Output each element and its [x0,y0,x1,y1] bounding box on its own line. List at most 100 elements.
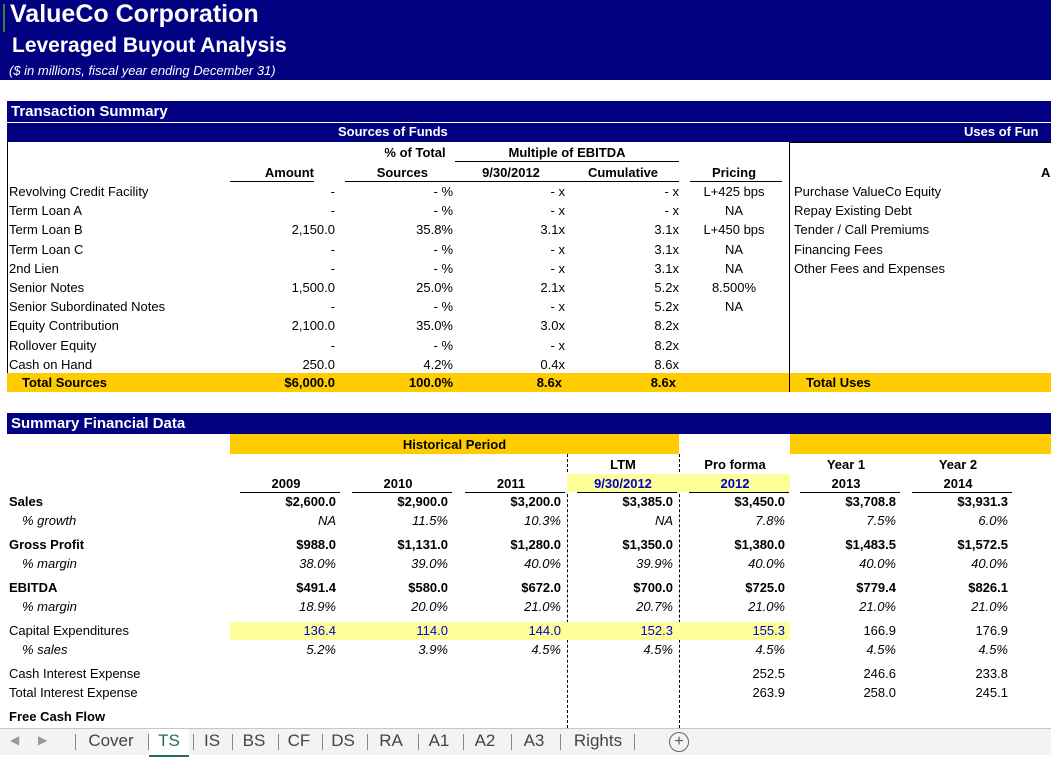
sheet-tab-rights[interactable]: Rights [573,731,623,750]
financial-value-cell[interactable]: NA [317,513,336,528]
financial-value-cell[interactable]: 166.9 [863,623,896,638]
source-amount-cell[interactable]: - [330,184,335,199]
financial-value-cell[interactable]: 4.5% [755,642,785,657]
financial-value-cell[interactable]: 233.8 [975,666,1008,681]
source-amount-cell[interactable]: - [330,299,335,314]
source-mult-cell[interactable]: - x [550,299,565,314]
period-header-year[interactable]: 9/30/2012 [594,476,652,491]
financial-value-cell[interactable]: 6.0% [978,513,1008,528]
financial-value-cell[interactable]: 245.1 [975,685,1008,700]
financial-value-cell[interactable]: $580.0 [408,580,448,595]
financial-value-cell[interactable]: $1,483.5 [845,537,896,552]
source-mult-cell[interactable]: - x [550,203,565,218]
source-cum-cell[interactable]: - x [664,184,679,199]
source-pricing-cell[interactable] [684,336,784,355]
financial-value-cell[interactable]: 263.9 [752,685,785,700]
sheet-tab-ts[interactable]: TS [149,729,189,757]
source-cum-cell[interactable]: 8.6x [654,357,679,372]
sheet-tab-cf[interactable]: CF [287,731,311,750]
financial-value-cell[interactable]: 10.3% [524,513,561,528]
financial-value-cell[interactable]: 39.9% [636,556,673,571]
source-mult-cell[interactable]: 3.1x [540,222,565,237]
source-amount-cell[interactable]: - [330,203,335,218]
financial-value-cell[interactable]: $3,450.0 [734,494,785,509]
source-pct-cell[interactable]: - % [433,184,454,199]
financial-value-cell[interactable]: $826.1 [968,580,1008,595]
source-pct-cell[interactable]: - % [433,338,454,353]
sheet-tab-is[interactable]: IS [203,731,221,750]
financial-value-cell[interactable]: 7.8% [755,513,785,528]
financial-value-cell[interactable]: 20.7% [636,599,673,614]
financial-value-cell[interactable]: 11.5% [412,513,448,528]
financial-value-cell[interactable]: 40.0% [859,556,896,571]
source-cum-cell[interactable]: 3.1x [654,261,679,276]
financial-value-cell[interactable]: 18.9% [299,599,336,614]
sheet-tab-a2[interactable]: A2 [474,731,496,750]
source-amount-cell[interactable]: 2,100.0 [291,318,335,333]
financial-value-cell[interactable]: 40.0% [971,556,1008,571]
financial-value-cell[interactable]: 144.0 [528,623,561,638]
source-pct-cell[interactable]: - % [433,261,454,276]
financial-value-cell[interactable]: 21.0% [859,599,896,614]
sheet-tab-ra[interactable]: RA [379,731,403,750]
financial-value-cell[interactable]: $3,385.0 [622,494,673,509]
financial-value-cell[interactable]: $672.0 [521,580,561,595]
source-cum-cell[interactable]: 5.2x [654,299,679,314]
financial-value-cell[interactable]: $988.0 [296,537,336,552]
financial-value-cell[interactable]: 246.6 [863,666,896,681]
financial-value-cell[interactable]: 155.3 [752,623,785,638]
financial-value-cell[interactable]: 5.2% [306,642,336,657]
source-mult-cell[interactable]: - x [550,184,565,199]
sheet-tab-ds[interactable]: DS [331,731,355,750]
source-pricing-cell[interactable]: L+425 bps [703,184,765,199]
financial-value-cell[interactable]: $1,380.0 [734,537,785,552]
financial-value-cell[interactable]: $1,572.5 [957,537,1008,552]
source-pct-cell[interactable]: - % [433,299,454,314]
source-pct-cell[interactable]: 4.2% [423,357,453,372]
financial-value-cell[interactable]: $779.4 [856,580,896,595]
financial-value-cell[interactable]: 21.0% [748,599,785,614]
sheet-tab-bs[interactable]: BS [242,731,266,750]
source-amount-cell[interactable]: - [330,261,335,276]
source-cum-cell[interactable]: 3.1x [654,222,679,237]
financial-value-cell[interactable]: 38.0% [299,556,336,571]
financial-value-cell[interactable]: 7.5% [866,513,896,528]
source-mult-cell[interactable]: 2.1x [540,280,565,295]
financial-value-cell[interactable]: $1,350.0 [622,537,673,552]
source-pricing-cell[interactable]: NA [724,242,744,257]
financial-value-cell[interactable]: $3,708.8 [845,494,896,509]
sheet-tab-a3[interactable]: A3 [523,731,545,750]
source-pct-cell[interactable]: 35.8% [416,222,453,237]
source-pricing-cell[interactable]: L+450 bps [703,222,765,237]
source-amount-cell[interactable]: 1,500.0 [291,280,335,295]
source-pricing-cell[interactable]: NA [724,299,744,314]
financial-value-cell[interactable]: 3.9% [418,642,448,657]
source-pricing-cell[interactable]: 8.500% [711,280,757,295]
source-amount-cell[interactable]: 2,150.0 [291,222,335,237]
source-amount-cell[interactable]: - [330,242,335,257]
financial-value-cell[interactable]: $700.0 [633,580,673,595]
financial-value-cell[interactable]: 152.3 [640,623,673,638]
financial-value-cell[interactable]: 4.5% [866,642,896,657]
total-sources-amount[interactable]: $6,000.0 [284,375,335,390]
total-sources-pct[interactable]: 100.0% [408,375,453,390]
summary-financial-header[interactable]: Summary Financial Data [7,413,1051,434]
tab-scroll-right-icon[interactable]: ▶ [38,733,48,747]
financial-value-cell[interactable]: $3,931.3 [957,494,1008,509]
financial-value-cell[interactable]: 21.0% [971,599,1008,614]
source-mult-cell[interactable]: 0.4x [540,357,565,372]
financial-value-cell[interactable]: 40.0% [748,556,785,571]
source-pricing-cell[interactable] [684,355,784,374]
total-sources-cum[interactable]: 8.6x [650,375,676,390]
financial-value-cell[interactable]: 40.0% [524,556,561,571]
financial-value-cell[interactable]: 136.4 [303,623,336,638]
source-pricing-cell[interactable]: NA [724,261,744,276]
source-pricing-cell[interactable]: NA [724,203,744,218]
financial-value-cell[interactable]: $725.0 [745,580,785,595]
source-pct-cell[interactable]: - % [433,203,454,218]
financial-value-cell[interactable]: 4.5% [643,642,673,657]
source-cum-cell[interactable]: 5.2x [654,280,679,295]
period-header-year[interactable]: 2012 [720,476,750,491]
total-sources-mult[interactable]: 8.6x [536,375,562,390]
add-sheet-icon[interactable]: + [669,732,689,752]
